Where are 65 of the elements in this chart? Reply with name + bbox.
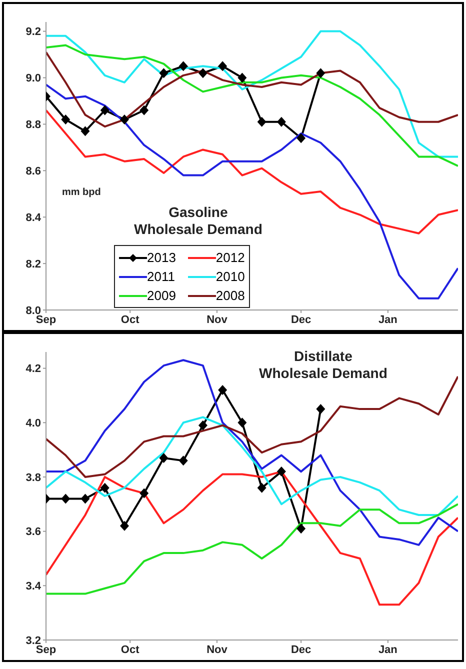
point <box>238 72 247 83</box>
y-axis-title: mm bpd <box>62 187 101 198</box>
point <box>257 116 266 127</box>
point <box>218 385 228 396</box>
legend-label: 2010 <box>216 269 245 284</box>
y-tick-label: 3.8 <box>26 472 41 484</box>
point <box>159 452 168 463</box>
x-tick-label: Oct <box>120 314 140 326</box>
x-tick-label: Nov <box>206 314 228 326</box>
point <box>100 105 110 116</box>
point <box>61 114 70 125</box>
point <box>296 133 306 144</box>
y-tick-label: 8.4 <box>26 212 42 224</box>
legend-label: 2009 <box>147 288 176 303</box>
legend-label: 2008 <box>216 288 245 303</box>
legend-label: 2012 <box>216 250 245 265</box>
x-tick-label: Dec <box>290 314 312 326</box>
point <box>140 105 149 116</box>
point <box>198 68 208 78</box>
point <box>120 114 129 125</box>
y-tick-label: 8.8 <box>26 119 41 132</box>
line-series <box>46 84 458 300</box>
point <box>178 456 188 466</box>
point <box>80 126 90 136</box>
y-tick-label: 8.2 <box>26 258 41 270</box>
y-tick-label: 9.0 <box>26 72 41 85</box>
point <box>120 520 129 531</box>
point <box>178 61 188 72</box>
point <box>159 68 168 78</box>
x-tick-label: Sep <box>36 644 56 656</box>
point <box>316 404 326 414</box>
text: Gasoline Wholesale Demand <box>134 204 262 238</box>
x-tick-label: Nov <box>206 644 228 656</box>
y-tick-label: 9.2 <box>26 26 41 38</box>
line-series <box>46 44 458 167</box>
y-tick-label: 3.6 <box>26 526 41 538</box>
point <box>276 466 286 477</box>
point <box>80 494 90 504</box>
point <box>198 420 208 430</box>
x-tick-label: Oct <box>120 644 140 656</box>
x-tick-label: Dec <box>290 644 312 656</box>
line-series <box>46 51 458 128</box>
line-series <box>46 503 458 595</box>
legend-label: 2011 <box>147 269 175 284</box>
x-tick-label: Jan <box>378 314 398 326</box>
x-tick-label: Sep <box>36 314 56 326</box>
point <box>140 488 149 498</box>
point <box>238 418 247 428</box>
y-tick-label: 4.0 <box>26 418 41 430</box>
line-series <box>46 416 458 516</box>
point <box>316 68 326 78</box>
point <box>61 494 70 504</box>
y-tick-label: 8.6 <box>26 166 41 178</box>
line-series <box>46 109 458 234</box>
point <box>257 482 266 493</box>
legend-label: 2013 <box>147 250 176 265</box>
point <box>276 116 286 127</box>
point <box>218 61 228 72</box>
y-tick-label: 3.4 <box>26 580 42 593</box>
line-series <box>46 30 458 158</box>
point <box>296 524 306 534</box>
point <box>100 482 110 493</box>
y-tick-label: 4.2 <box>26 363 41 376</box>
chart-title: Distillate Wholesale Demand <box>259 348 388 382</box>
x-tick-label: Jan <box>378 644 398 656</box>
